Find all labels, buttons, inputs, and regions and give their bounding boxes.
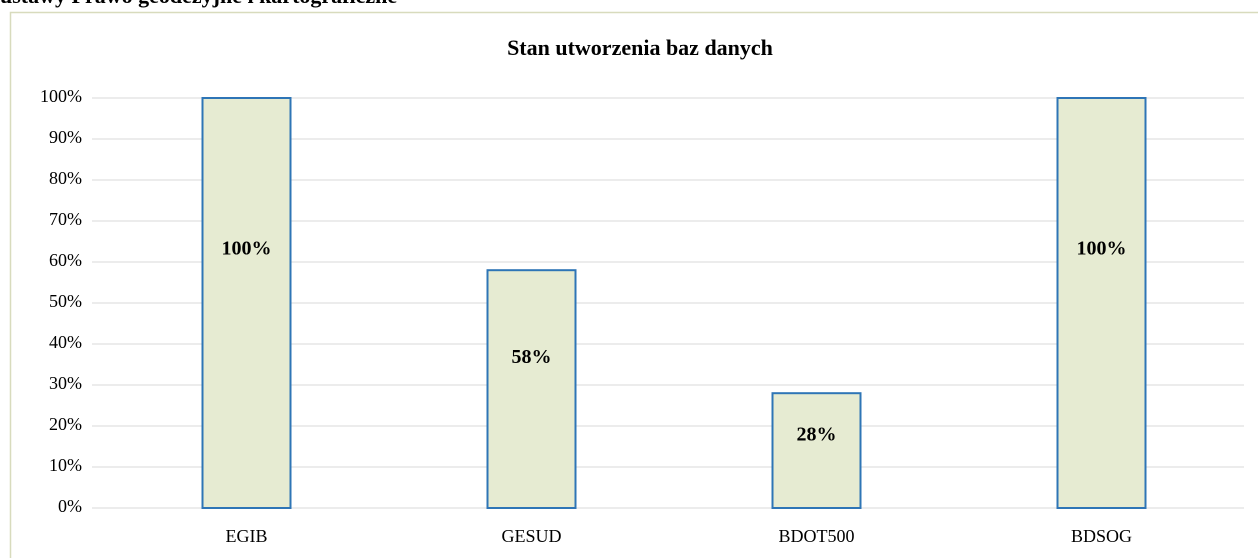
y-tick-label: 10%	[49, 455, 82, 475]
data-label: 28%	[797, 423, 837, 445]
y-tick-label: 0%	[58, 496, 82, 516]
y-tick-label: 50%	[49, 291, 82, 311]
x-tick-label: EGIB	[226, 526, 268, 546]
x-tick-label: BDOT500	[779, 526, 855, 546]
y-tick-label: 30%	[49, 373, 82, 393]
chart-title: Stan utworzenia baz danych	[507, 35, 773, 60]
y-tick-label: 100%	[40, 86, 82, 106]
data-label: 100%	[222, 237, 272, 259]
bar	[1056, 97, 1147, 509]
chart-frame	[9, 11, 1258, 558]
y-tick-label: 80%	[49, 168, 82, 188]
data-label: 100%	[1077, 237, 1127, 259]
bar	[771, 392, 862, 510]
bar	[486, 269, 577, 510]
heading: ustawy Prawo geodezyjne i kartograficzne	[0, 0, 397, 8]
y-tick-label: 40%	[49, 332, 82, 352]
y-tick-label: 90%	[49, 127, 82, 147]
y-tick-label: 20%	[49, 414, 82, 434]
data-label: 58%	[512, 346, 552, 368]
y-tick-label: 70%	[49, 209, 82, 229]
x-tick-label: GESUD	[501, 526, 561, 546]
x-tick-label: BDSOG	[1071, 526, 1132, 546]
y-tick-label: 60%	[49, 250, 82, 270]
bar	[201, 97, 292, 509]
